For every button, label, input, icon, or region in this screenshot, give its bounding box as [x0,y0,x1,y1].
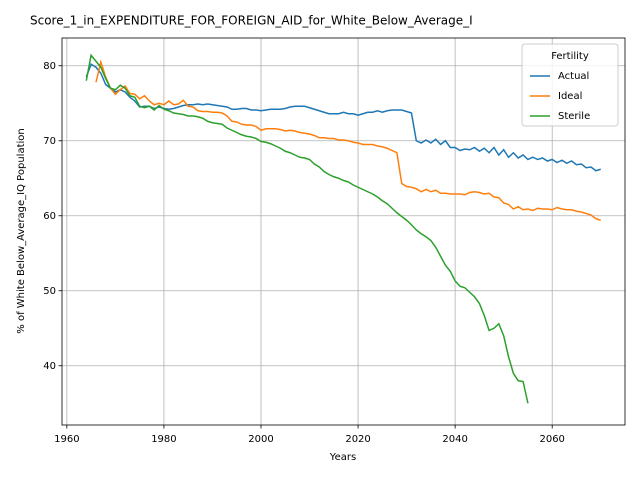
chart-title: Score_1_in_EXPENDITURE_FOR_FOREIGN_AID_f… [30,14,473,28]
y-axis-label: % of White Below_Average_IQ Population [16,128,27,333]
x-tick-label: 1960 [54,434,79,445]
y-tick-label: 50 [43,286,56,297]
legend-label: Ideal [558,91,582,102]
x-tick-label: 2040 [442,434,467,445]
y-tick-label: 40 [43,361,56,372]
y-tick-label: 60 [43,211,56,222]
y-tick-label: 70 [43,136,56,147]
data-line [95,59,601,221]
x-tick-label: 2020 [345,434,370,445]
y-tick-label: 80 [43,61,56,72]
x-tick-label: 2000 [248,434,273,445]
legend-title: Fertility [551,51,589,62]
legend-label: Sterile [558,111,590,122]
legend-label: Actual [558,71,589,82]
legend-box [521,43,619,127]
legend: Fertility Actual Ideal Sterile [521,43,619,127]
plot-frame [61,37,626,426]
data-line [85,53,529,404]
x-tick-label: 2060 [539,434,564,445]
data-line [85,63,601,172]
x-axis-label: Years [329,452,356,463]
x-tick-label: 1980 [151,434,176,445]
